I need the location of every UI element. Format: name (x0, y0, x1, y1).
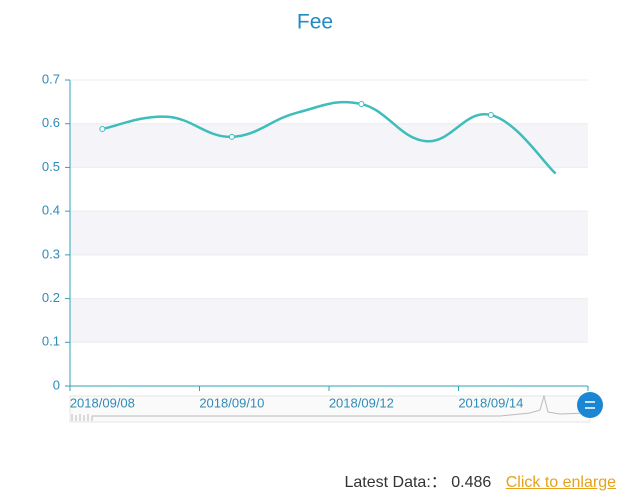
grid-band (70, 211, 588, 255)
enlarge-link[interactable]: Click to enlarge (505, 474, 616, 491)
x-tick-label: 2018/09/14 (458, 395, 523, 410)
latest-value: 0.486 (451, 474, 492, 491)
y-tick-label: 0.2 (42, 290, 60, 305)
y-tick-label: 0.1 (42, 334, 60, 349)
latest-label: Latest Data:： (344, 474, 447, 491)
point (99, 125, 106, 132)
chart: Fee 0 0.1 0.2 0.3 0.4 0.5 0.6 0.7 2018/09/08 2018… (42, 11, 603, 423)
y-tick-label: 0 (53, 377, 60, 392)
y-tick-label: 0.3 (42, 246, 60, 261)
data-zoom (69, 392, 603, 423)
y-tick-label: 0.4 (42, 203, 60, 218)
x-tick-label: 2018/09/10 (199, 395, 264, 410)
grid-band (70, 123, 588, 168)
grid-band (70, 298, 588, 343)
zoom-handle[interactable] (577, 392, 603, 418)
y-tick-label: 0.5 (42, 159, 60, 174)
y-tick-label: 0.6 (42, 115, 60, 130)
point (358, 101, 365, 108)
x-tick-label: 2018/09/12 (329, 395, 394, 410)
plot-area (70, 123, 588, 343)
y-tick-label: 0.7 (42, 71, 60, 86)
point (487, 111, 494, 118)
footer: Latest Data:： 0.486 Click to enlarge (0, 468, 616, 492)
point (228, 133, 235, 140)
x-tick-label: 2018/09/08 (70, 395, 135, 410)
chart-title: Fee (297, 11, 333, 34)
